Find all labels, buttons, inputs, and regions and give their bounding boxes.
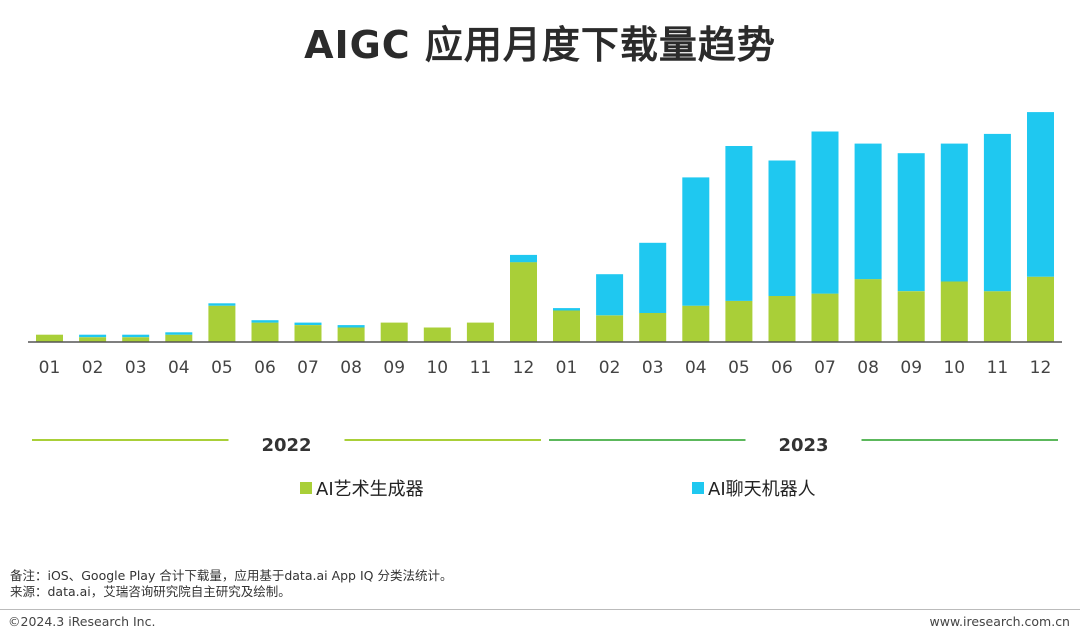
bar-art-6 xyxy=(251,322,279,342)
bar-art-24 xyxy=(1027,276,1054,342)
chart-title: AIGC 应用月度下载量趋势 xyxy=(304,23,776,67)
bar-art-1 xyxy=(36,334,63,342)
year-label-2023: 2023 xyxy=(778,435,828,456)
notes: 备注：iOS、Google Play 合计下载量，应用基于data.ai App… xyxy=(10,568,452,600)
bar-art-18 xyxy=(768,296,796,342)
x-tick-label: 05 xyxy=(211,358,233,378)
x-tick-labels: 01 02 03 04 05 06 07 08 09 10 11 12 01 02 03 04 05 06 07 08… xyxy=(39,358,1052,378)
bar-chat-23 xyxy=(983,133,1011,292)
x-tick-label: 11 xyxy=(987,358,1009,378)
x-tick-label: 04 xyxy=(685,358,707,378)
bar-art-11 xyxy=(466,322,494,342)
x-tick-label: 09 xyxy=(900,358,922,378)
bar-art-17 xyxy=(725,300,753,342)
bar-art-13 xyxy=(553,310,580,342)
legend-swatch-art xyxy=(300,482,312,494)
bar-chat-12 xyxy=(510,254,537,263)
x-tick-label: 10 xyxy=(426,358,448,378)
footer-website: www.iresearch.com.cn xyxy=(929,614,1071,629)
x-tick-label: 09 xyxy=(383,358,405,378)
bar-chat-4 xyxy=(165,332,193,335)
x-tick-label: 03 xyxy=(125,358,147,378)
x-tick-label: 12 xyxy=(513,358,535,378)
bar-chat-16 xyxy=(682,177,710,306)
bar-chat-21 xyxy=(897,153,925,292)
bar-chat-17 xyxy=(725,146,753,301)
x-tick-label: 11 xyxy=(470,358,492,378)
legend-label-art: AI艺术生成器 xyxy=(316,479,424,500)
year-label-2022: 2022 xyxy=(261,435,311,456)
x-tick-label: 03 xyxy=(642,358,664,378)
bar-chat-8 xyxy=(337,325,365,328)
year-groups: 2022 2023 xyxy=(32,435,1058,456)
bar-chat-19 xyxy=(811,131,839,294)
bar-art-23 xyxy=(983,291,1011,342)
bar-art-22 xyxy=(940,281,968,342)
bar-art-16 xyxy=(682,305,710,342)
x-tick-label: 06 xyxy=(254,358,276,378)
x-tick-label: 10 xyxy=(943,358,965,378)
bar-chat-24 xyxy=(1027,112,1054,277)
legend-swatch-chat xyxy=(692,482,704,494)
bar-chat-22 xyxy=(940,143,968,282)
legend-label-chat: AI聊天机器人 xyxy=(708,479,816,500)
bar-art-20 xyxy=(854,279,882,342)
bar-chat-2 xyxy=(79,334,107,338)
bar-chat-6 xyxy=(251,320,279,323)
x-tick-label: 08 xyxy=(340,358,362,378)
bar-chat-20 xyxy=(854,143,882,280)
x-tick-label: 02 xyxy=(599,358,621,378)
legend: AI艺术生成器 AI聊天机器人 xyxy=(300,479,816,500)
bar-chat-5 xyxy=(208,303,236,306)
bar-art-2 xyxy=(79,337,107,342)
x-tick-label: 01 xyxy=(556,358,578,378)
bar-art-10 xyxy=(423,327,451,342)
bar-chat-3 xyxy=(122,334,150,338)
note-line-1: 备注：iOS、Google Play 合计下载量，应用基于data.ai App… xyxy=(10,568,453,583)
bar-art-3 xyxy=(122,337,150,342)
bar-chat-18 xyxy=(768,160,796,296)
x-tick-label: 06 xyxy=(771,358,793,378)
x-tick-label: 05 xyxy=(728,358,750,378)
x-tick-label: 04 xyxy=(168,358,190,378)
bar-art-7 xyxy=(294,325,322,342)
bar-chat-15 xyxy=(639,242,667,313)
footer-copyright: ©2024.3 iResearch Inc. xyxy=(8,614,156,629)
bar-art-4 xyxy=(165,334,193,342)
bars-group xyxy=(36,112,1054,342)
bar-art-8 xyxy=(337,327,365,342)
x-tick-label: 07 xyxy=(297,358,319,378)
bar-art-14 xyxy=(596,315,624,342)
stacked-bar-chart: 01 02 03 04 05 06 07 08 09 10 11 12 01 02 03 04 05 06 07 08… xyxy=(28,112,1062,500)
x-tick-label: 12 xyxy=(1030,358,1052,378)
note-line-2: 来源：data.ai，艾瑞咨询研究院自主研究及绘制。 xyxy=(10,584,291,599)
x-tick-label: 01 xyxy=(39,358,61,378)
bar-art-12 xyxy=(510,262,537,342)
bar-art-21 xyxy=(897,291,925,342)
bar-art-15 xyxy=(639,313,667,342)
bar-art-9 xyxy=(380,322,408,342)
bar-art-5 xyxy=(208,305,236,342)
x-tick-label: 07 xyxy=(814,358,836,378)
bar-chat-14 xyxy=(596,274,624,316)
footer-divider xyxy=(0,609,1080,610)
x-tick-label: 02 xyxy=(82,358,104,378)
bar-chat-7 xyxy=(294,322,322,325)
bar-chat-13 xyxy=(553,308,580,311)
bar-art-19 xyxy=(811,293,839,342)
x-tick-label: 08 xyxy=(857,358,879,378)
